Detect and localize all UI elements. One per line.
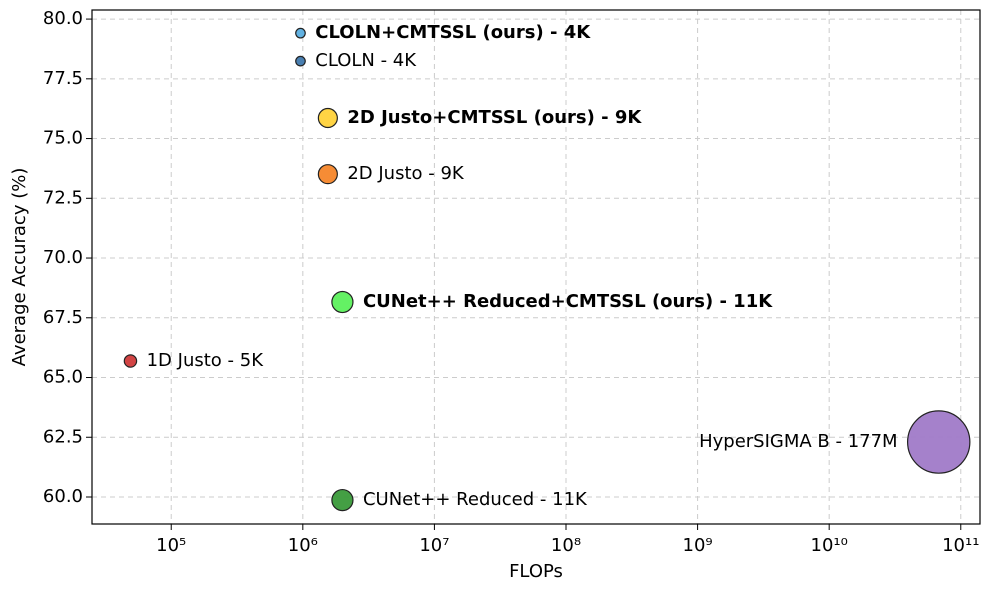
x-tick-label: 10⁹ [683, 535, 713, 556]
point-label: HyperSIGMA B - 177M [699, 431, 898, 452]
y-tick-label: 80.0 [43, 8, 83, 29]
y-tick-label: 67.5 [43, 307, 83, 328]
point-label: CUNet++ Reduced+CMTSSL (ours) - 11K [363, 291, 773, 312]
bubble [906, 410, 971, 474]
y-tick-label: 65.0 [43, 367, 83, 388]
y-tick-label: 62.5 [43, 426, 83, 447]
x-tick-label: 10¹⁰ [811, 535, 848, 556]
plot-frame [91, 9, 981, 525]
bubble [295, 55, 306, 67]
x-tick-label: 10¹¹ [942, 535, 979, 556]
point-label: 1D Justo - 5K [147, 350, 265, 371]
y-tick-label: 77.5 [43, 68, 83, 89]
point-label: CLOLN+CMTSSL (ours) - 4K [315, 22, 591, 43]
bubble [317, 164, 338, 185]
point-label: 2D Justo - 9K [347, 163, 465, 184]
bubble [123, 354, 138, 368]
x-tick-label: 10⁷ [419, 535, 449, 556]
bubble [331, 290, 354, 314]
x-tick-label: 10⁶ [288, 535, 318, 556]
bubble [317, 107, 338, 129]
x-tick-label: 10⁵ [156, 535, 186, 556]
y-tick-label: 72.5 [43, 187, 83, 208]
y-axis-label: Average Accuracy (%) [9, 168, 30, 367]
y-tick-label: 75.0 [43, 128, 83, 149]
point-label: CLOLN - 4K [315, 50, 417, 71]
y-tick-label: 60.0 [43, 486, 83, 507]
x-axis-label: FLOPs [509, 561, 563, 582]
y-tick-label: 70.0 [43, 247, 83, 268]
bubble [331, 488, 354, 512]
bubble [295, 27, 306, 39]
x-tick-label: 10⁸ [551, 535, 581, 556]
point-label: 2D Justo+CMTSSL (ours) - 9K [347, 107, 642, 128]
point-label: CUNet++ Reduced - 11K [363, 489, 588, 510]
